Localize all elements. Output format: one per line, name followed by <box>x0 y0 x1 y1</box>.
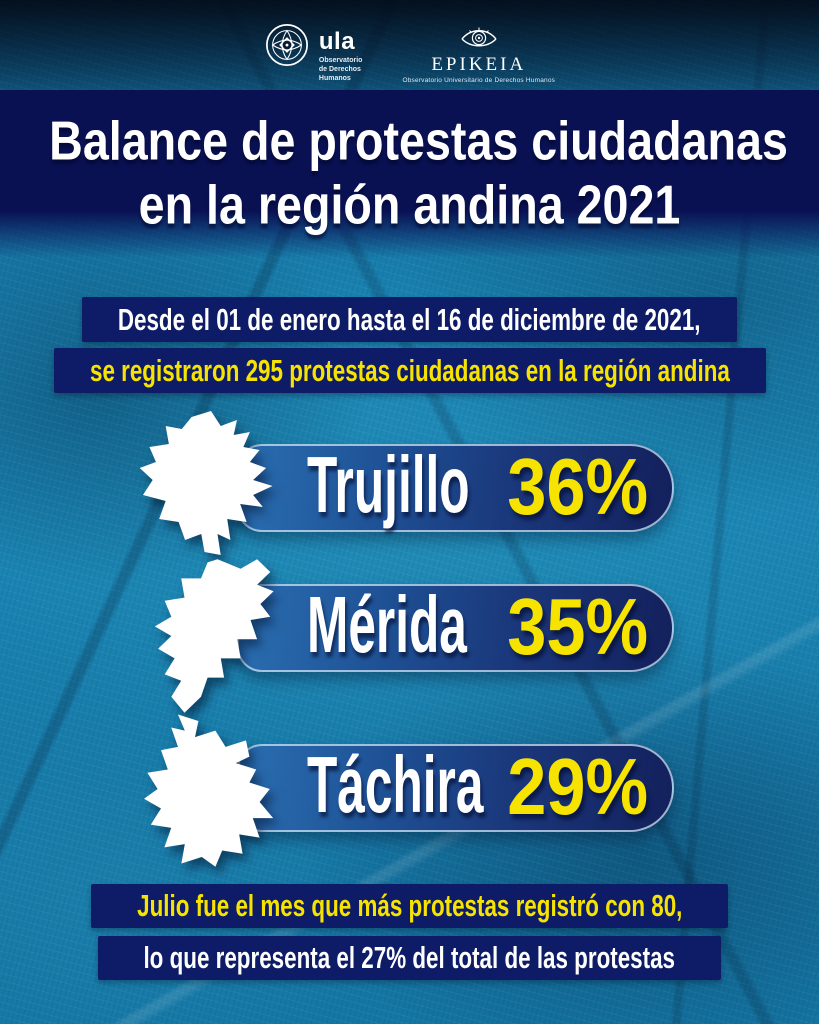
title-band <box>0 90 819 258</box>
epikeia-eye-icon <box>461 27 497 47</box>
ula-logo-text: ula Observatorio de Derechos Humanos <box>319 22 363 83</box>
region-name: Mérida <box>307 579 467 669</box>
region-percent: 29% <box>507 742 648 832</box>
epikeia-logo-wordmark: EPIKEIA <box>431 54 527 75</box>
intro-bar-2: se registraron 295 protestas ciudadanas … <box>53 348 766 393</box>
ula-seal-icon <box>265 24 308 66</box>
ula-logo-wordmark: ula <box>318 28 356 55</box>
region-name: Táchira <box>307 739 484 829</box>
region-name: Trujillo <box>307 439 470 529</box>
intro-section: Desde el 01 de enero hasta el 16 de dici… <box>0 297 819 393</box>
epikeia-logo: EPIKEIA Observatorio Universitario de De… <box>402 22 555 84</box>
intro-line2-text: se registraron 295 protestas ciudadanas … <box>89 352 730 387</box>
main-title: Balance de protestas ciudadanas en la re… <box>0 110 819 238</box>
footer-bar-2: lo que representa el 27% del total de la… <box>98 936 721 980</box>
tachira-map-icon <box>144 714 274 867</box>
top-shade <box>0 0 819 92</box>
region-row-tachira: Táchira 29% <box>237 744 674 832</box>
epikeia-logo-subtext: Observatorio Universitario de Derechos H… <box>402 76 556 84</box>
intro-line1-text: Desde el 01 de enero hasta el 16 de dici… <box>118 301 701 336</box>
region-row-trujillo: Trujillo 36% <box>237 444 674 532</box>
intro-bar-1: Desde el 01 de enero hasta el 16 de dici… <box>82 297 737 342</box>
ula-logo-subtext: Observatorio de Derechos Humanos <box>319 57 363 83</box>
ula-logo: ula Observatorio de Derechos Humanos <box>264 22 363 83</box>
merida-map-icon <box>154 559 274 713</box>
trujillo-map-icon <box>139 411 273 555</box>
ula-subtext-line3: Humanos <box>318 74 351 82</box>
footer-line1-text: Julio fue el mes que más protestas regis… <box>136 888 683 923</box>
region-percent: 35% <box>507 582 648 672</box>
ula-subtext-line1: Observatorio <box>318 57 363 64</box>
footer-bar-1: Julio fue el mes que más protestas regis… <box>91 884 728 928</box>
footer-line2-text: lo que representa el 27% del total de la… <box>143 940 676 975</box>
header-logos: ula Observatorio de Derechos Humanos EPI… <box>0 22 819 84</box>
main-title-line2: en la región andina 2021 <box>138 174 681 237</box>
main-title-line1: Balance de protestas ciudadanas <box>49 110 788 173</box>
region-row-merida: Mérida 35% <box>237 584 674 672</box>
ula-subtext-line2: de Derechos <box>318 65 361 73</box>
footer-section: Julio fue el mes que más protestas regis… <box>0 884 819 980</box>
region-percent: 36% <box>507 442 648 532</box>
